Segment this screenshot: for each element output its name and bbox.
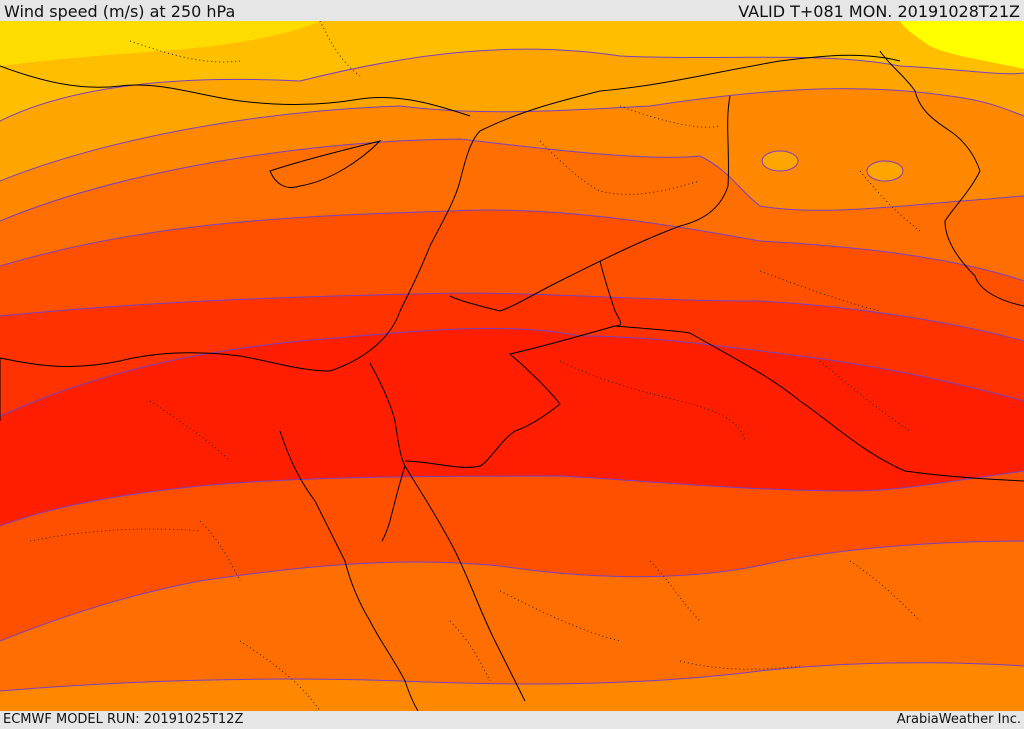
turkey-coast (0, 65, 471, 117)
valid-time: VALID T+081 MON. 20191028T21Z (738, 2, 1020, 21)
border-jordan-saudi (404, 260, 622, 468)
saudi-red-sea-coast (404, 465, 526, 702)
border-iraq-saudi (614, 325, 1024, 482)
border-turkey-syria (479, 54, 901, 132)
wind-bands (0, 21, 1024, 711)
contour-lines (0, 48, 1024, 692)
wind-speed-map (0, 21, 1024, 711)
gulf-aqaba (381, 465, 406, 542)
header-bar: Wind speed (m/s) at 250 hPa VALID T+081 … (0, 0, 1024, 21)
cyprus (269, 140, 382, 188)
band-yellow-ne (900, 21, 1024, 69)
model-run-label: ECMWF MODEL RUN: 20191025T12Z (3, 712, 244, 727)
coastline-north-africa (0, 352, 331, 372)
band-yellow-top (0, 21, 320, 66)
border-syria-iraq (499, 95, 731, 312)
jet-core-patch-2 (867, 161, 903, 181)
band-8-southern-mid (0, 471, 1024, 641)
iran-border (879, 50, 1024, 307)
jet-core-patch-1 (762, 151, 798, 171)
band-10-southern-edge (0, 662, 1024, 711)
admin-dotted (29, 21, 921, 711)
border-egypt-israel (369, 362, 406, 467)
footer-bar: ECMWF MODEL RUN: 20191025T12Z ArabiaWeat… (0, 711, 1024, 729)
coastline-levant (329, 130, 481, 372)
ne-patch (830, 120, 942, 163)
sinai-gulf-suez (279, 430, 419, 711)
country-borders (0, 50, 1024, 711)
map-title: Wind speed (m/s) at 250 hPa (4, 2, 236, 21)
credit-label: ArabiaWeather Inc. (896, 712, 1021, 727)
